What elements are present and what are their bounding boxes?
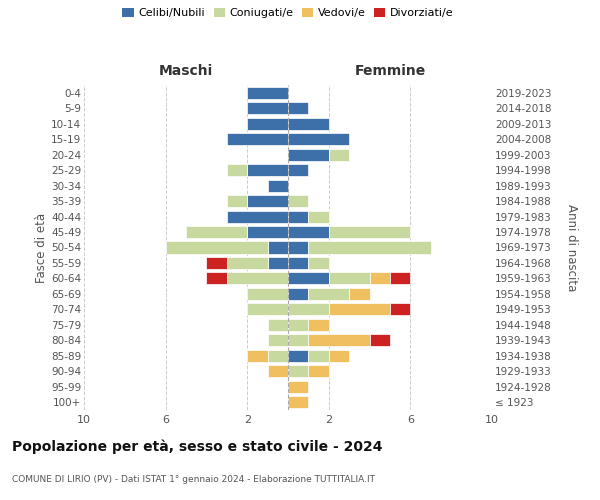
- Bar: [227, 210, 288, 222]
- Bar: [247, 195, 288, 207]
- Bar: [247, 304, 288, 316]
- Bar: [268, 180, 288, 192]
- Bar: [288, 118, 329, 130]
- Bar: [288, 304, 329, 316]
- Y-axis label: Fasce di età: Fasce di età: [35, 212, 48, 282]
- Bar: [329, 350, 349, 362]
- Bar: [227, 257, 268, 269]
- Bar: [308, 257, 329, 269]
- Bar: [370, 334, 390, 346]
- Bar: [247, 118, 288, 130]
- Bar: [288, 350, 308, 362]
- Bar: [370, 272, 390, 284]
- Bar: [329, 226, 410, 238]
- Bar: [329, 304, 390, 316]
- Bar: [288, 319, 308, 331]
- Bar: [268, 350, 288, 362]
- Bar: [288, 288, 308, 300]
- Bar: [227, 272, 288, 284]
- Bar: [288, 381, 308, 393]
- Text: Maschi: Maschi: [159, 64, 213, 78]
- Bar: [288, 272, 329, 284]
- Bar: [288, 334, 308, 346]
- Bar: [329, 148, 349, 160]
- Bar: [288, 164, 308, 176]
- Bar: [288, 242, 308, 254]
- Bar: [308, 366, 329, 378]
- Bar: [227, 133, 288, 145]
- Text: Popolazione per età, sesso e stato civile - 2024: Popolazione per età, sesso e stato civil…: [12, 440, 383, 454]
- Legend: Celibi/Nubili, Coniugati/e, Vedovi/e, Divorziati/e: Celibi/Nubili, Coniugati/e, Vedovi/e, Di…: [120, 6, 456, 20]
- Bar: [247, 86, 288, 99]
- Text: Femmine: Femmine: [355, 64, 425, 78]
- Bar: [288, 102, 308, 114]
- Bar: [329, 272, 370, 284]
- Text: COMUNE DI LIRIO (PV) - Dati ISTAT 1° gennaio 2024 - Elaborazione TUTTITALIA.IT: COMUNE DI LIRIO (PV) - Dati ISTAT 1° gen…: [12, 475, 375, 484]
- Bar: [288, 148, 329, 160]
- Bar: [308, 350, 329, 362]
- Y-axis label: Anni di nascita: Anni di nascita: [565, 204, 578, 291]
- Bar: [247, 226, 288, 238]
- Bar: [390, 304, 410, 316]
- Bar: [390, 272, 410, 284]
- Bar: [186, 226, 247, 238]
- Bar: [288, 366, 308, 378]
- Bar: [308, 288, 349, 300]
- Bar: [268, 242, 288, 254]
- Bar: [268, 334, 288, 346]
- Bar: [227, 164, 247, 176]
- Bar: [288, 195, 308, 207]
- Bar: [288, 396, 308, 408]
- Bar: [247, 164, 288, 176]
- Bar: [268, 319, 288, 331]
- Bar: [308, 242, 431, 254]
- Bar: [308, 334, 370, 346]
- Bar: [288, 257, 308, 269]
- Bar: [308, 210, 329, 222]
- Bar: [247, 350, 268, 362]
- Bar: [268, 366, 288, 378]
- Bar: [247, 288, 288, 300]
- Bar: [166, 242, 268, 254]
- Bar: [247, 102, 288, 114]
- Bar: [349, 288, 370, 300]
- Bar: [308, 319, 329, 331]
- Bar: [288, 226, 329, 238]
- Bar: [227, 195, 247, 207]
- Bar: [206, 257, 227, 269]
- Bar: [268, 257, 288, 269]
- Bar: [288, 210, 308, 222]
- Bar: [206, 272, 227, 284]
- Bar: [288, 133, 349, 145]
